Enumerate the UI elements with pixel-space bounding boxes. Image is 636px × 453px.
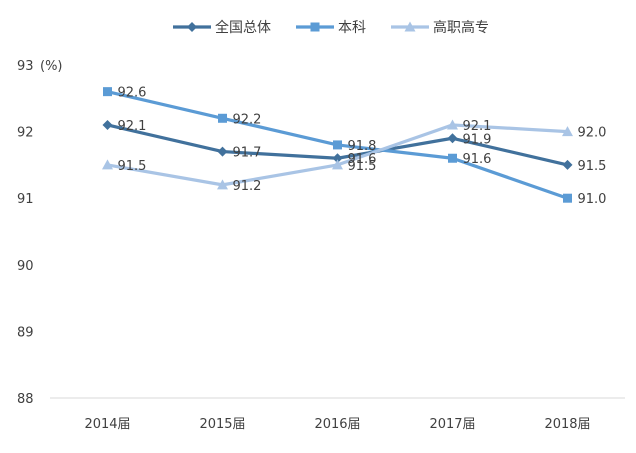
data-label: 92.1 bbox=[118, 119, 147, 134]
legend-label: 本科 bbox=[338, 20, 366, 36]
data-label: 91.0 bbox=[578, 192, 607, 207]
legend-marker bbox=[404, 21, 416, 32]
data-point bbox=[562, 159, 573, 170]
legend-item: 本科 bbox=[296, 20, 366, 36]
legend-label: 高职高专 bbox=[433, 19, 489, 36]
x-tick-label: 2016届 bbox=[314, 417, 360, 432]
data-point bbox=[103, 87, 112, 97]
data-label: 91.5 bbox=[118, 159, 147, 174]
data-point bbox=[333, 140, 342, 150]
legend-item: 全国总体 bbox=[173, 19, 271, 36]
y-tick-label: 88 bbox=[17, 392, 34, 407]
data-point bbox=[332, 153, 343, 164]
series-1 bbox=[102, 119, 573, 170]
y-unit-label: (%) bbox=[40, 59, 63, 74]
x-tick-label: 2015届 bbox=[199, 417, 245, 432]
data-label: 91.5 bbox=[578, 159, 607, 174]
data-label: 92.2 bbox=[233, 112, 262, 127]
data-label: 91.8 bbox=[348, 139, 377, 154]
data-point bbox=[563, 193, 572, 203]
data-point bbox=[217, 179, 228, 190]
y-axis: 88 89 90 91 92 93 (%) bbox=[17, 59, 63, 407]
data-label: 92.6 bbox=[118, 86, 147, 101]
y-tick-label: 91 bbox=[17, 192, 34, 207]
y-tick-label: 93 bbox=[17, 59, 34, 74]
data-point bbox=[447, 119, 458, 130]
data-label: 91.7 bbox=[233, 146, 262, 161]
data-labels: 92.191.7 91.691.991.592.692.291.891.691.0… bbox=[118, 86, 607, 208]
data-point bbox=[447, 133, 458, 144]
series-layer bbox=[102, 87, 573, 203]
data-point bbox=[218, 113, 227, 123]
x-tick-label: 2018届 bbox=[544, 417, 590, 432]
series-2 bbox=[103, 87, 572, 203]
legend-label: 全国总体 bbox=[215, 19, 271, 36]
data-point bbox=[217, 146, 228, 157]
data-label: 91.6 bbox=[463, 152, 492, 167]
legend-item: 高职高专 bbox=[391, 19, 489, 36]
y-tick-label: 89 bbox=[17, 325, 34, 340]
y-tick-label: 90 bbox=[17, 259, 34, 274]
data-label: 91.5 bbox=[348, 159, 377, 174]
legend: 全国总体 本科 高职高专 bbox=[173, 19, 489, 36]
legend-marker bbox=[310, 22, 320, 32]
data-point bbox=[102, 119, 113, 130]
data-label: 91.9 bbox=[463, 132, 492, 147]
x-tick-label: 2017届 bbox=[429, 417, 475, 432]
x-axis: 2014届 2015届 2016届 2017届 2018届 bbox=[84, 417, 590, 432]
x-tick-label: 2014届 bbox=[84, 417, 130, 432]
data-point bbox=[332, 159, 343, 170]
data-point bbox=[562, 126, 573, 137]
data-label: 91.2 bbox=[233, 179, 262, 194]
data-label: 91.6 bbox=[348, 152, 377, 167]
data-label: 92.1 bbox=[463, 119, 492, 134]
data-point bbox=[102, 159, 113, 170]
y-tick-label: 92 bbox=[17, 126, 34, 141]
legend-marker bbox=[187, 22, 197, 32]
data-point bbox=[448, 153, 457, 163]
series-3 bbox=[102, 119, 573, 190]
data-label: 92.0 bbox=[578, 126, 607, 141]
